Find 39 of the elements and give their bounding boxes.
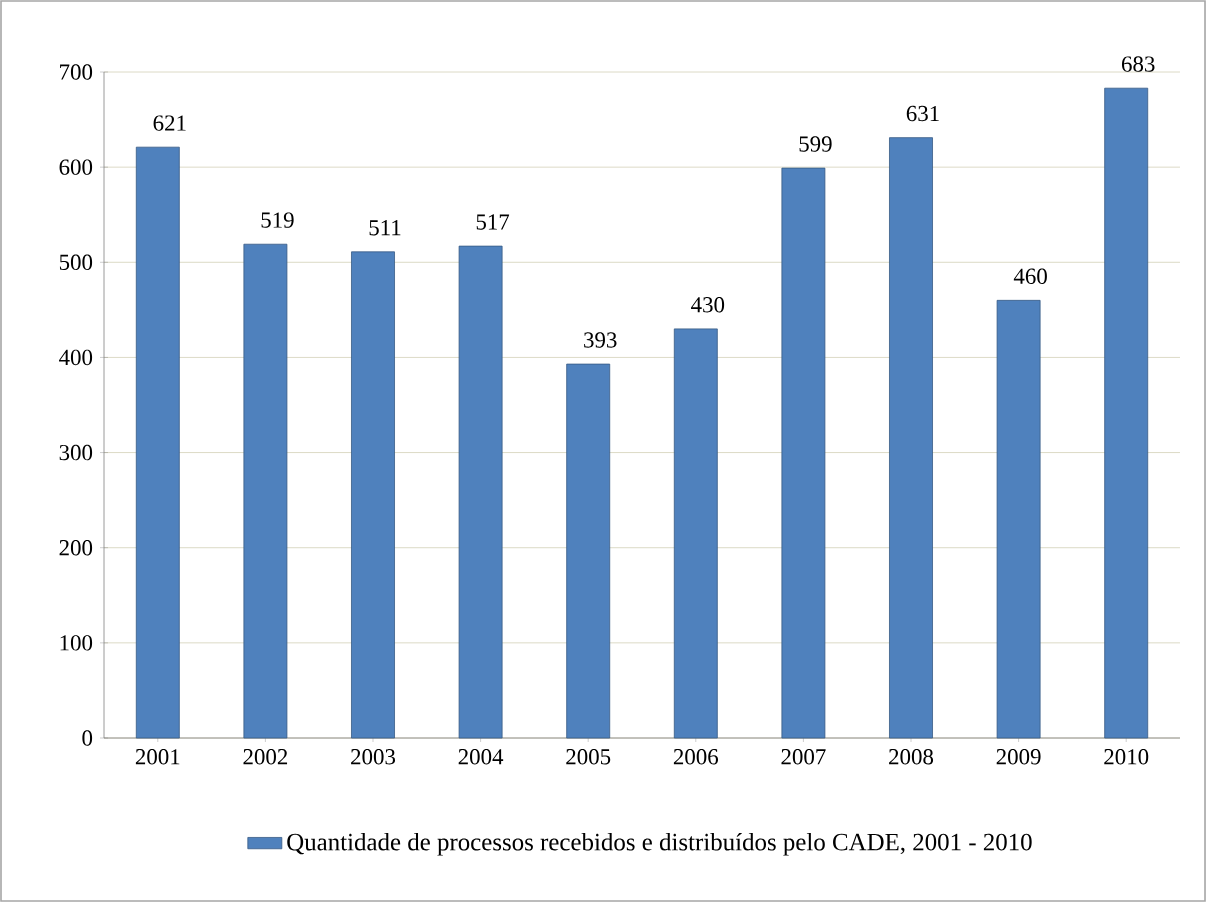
- data-label: 517: [476, 214, 510, 230]
- data-label: 519: [261, 212, 294, 228]
- y-tick-label: 600: [59, 159, 93, 175]
- bar: [351, 251, 395, 739]
- data-label: 621: [153, 115, 186, 131]
- data-label: 599: [799, 136, 832, 152]
- data-label: 460: [1013, 268, 1047, 284]
- x-tick-label: 2008: [889, 749, 934, 765]
- y-tick-label: 0: [82, 730, 93, 746]
- bar: [996, 299, 1041, 739]
- y-tick-label: 500: [59, 254, 93, 271]
- x-tick-label: 2003: [351, 749, 396, 765]
- x-tick-label: 2001: [135, 749, 180, 765]
- bar: [889, 137, 933, 739]
- x-tick-label: 2007: [781, 749, 826, 765]
- data-label: 393: [584, 332, 617, 348]
- y-tick-label: 200: [59, 540, 93, 556]
- bar: [566, 363, 611, 739]
- data-label: 683: [1121, 56, 1155, 72]
- bar: [458, 245, 503, 739]
- bar: [781, 167, 826, 739]
- y-tick-label: 300: [59, 444, 93, 461]
- data-label: 631: [906, 105, 939, 122]
- data-label: 430: [691, 297, 725, 313]
- x-tick-label: 2010: [1104, 749, 1149, 765]
- bar: [243, 243, 288, 739]
- bar: [1104, 87, 1149, 739]
- x-tick-label: 2004: [458, 749, 504, 765]
- x-tick-label: 2006: [673, 749, 719, 765]
- y-tick-label: 100: [60, 635, 93, 651]
- legend-label: Quantidade de processos recebidos e distribuídos pelo CADE, 2001 - 2010: [287, 832, 1032, 856]
- y-tick-label: 400: [59, 349, 93, 366]
- x-tick-label: 2005: [566, 749, 611, 765]
- y-tick-label: 700: [60, 64, 93, 80]
- data-label: 511: [369, 220, 401, 236]
- x-tick-label: 2002: [243, 749, 288, 765]
- x-tick-label: 2009: [996, 749, 1041, 765]
- bar: [135, 146, 180, 739]
- bar: [673, 328, 718, 739]
